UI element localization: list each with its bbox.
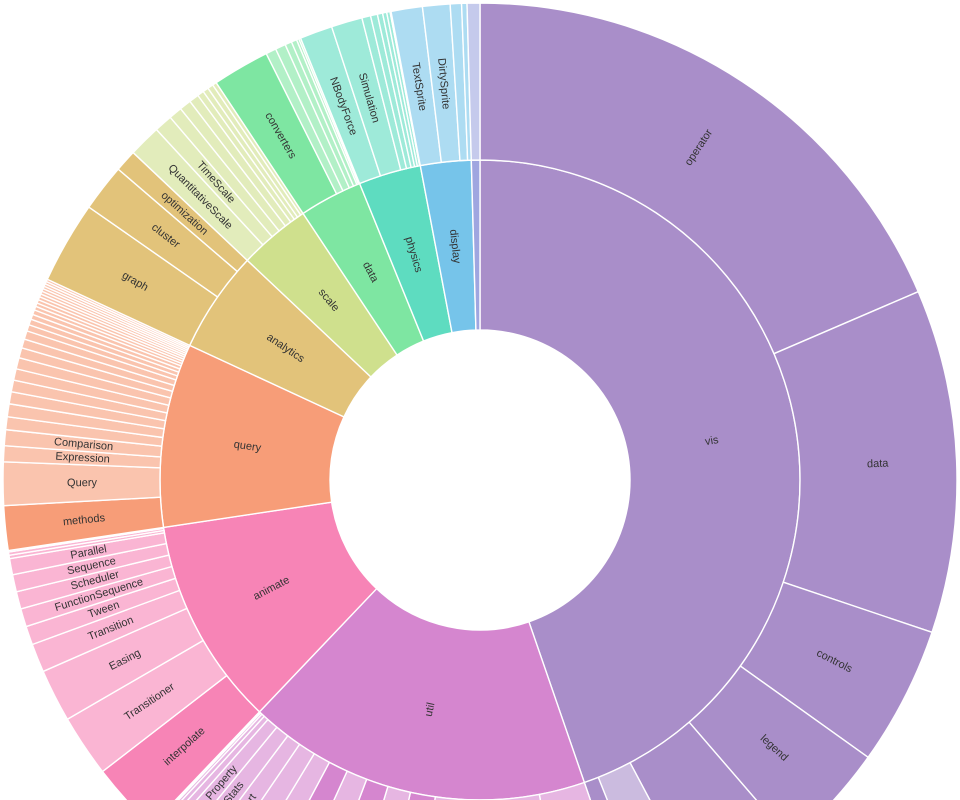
wedge-vis-axis[interactable] (629, 721, 792, 800)
wedge-vis-operator[interactable] (479, 2, 919, 355)
wedge-vis-data[interactable] (773, 290, 958, 634)
wedge-query-Query[interactable] (2, 461, 162, 507)
wedge-flex-FlareVis[interactable] (466, 2, 481, 161)
